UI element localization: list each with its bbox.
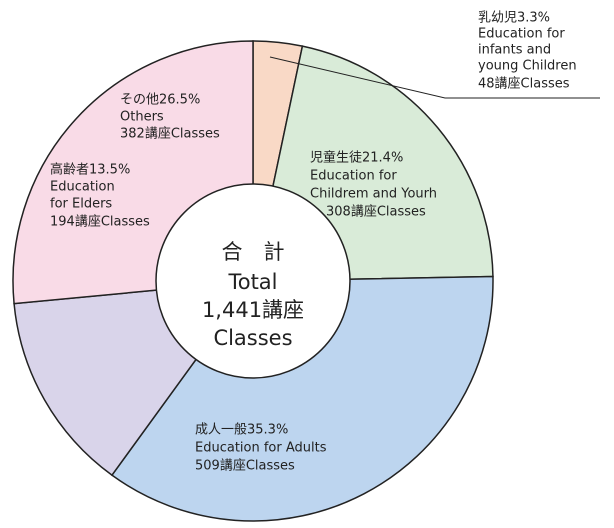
- description: Childrem and Yourh: [310, 187, 437, 202]
- count-label: 194講座Classes: [50, 214, 150, 230]
- count-label: 509講座Classes: [195, 458, 295, 474]
- value-label: 高齢者13.5%: [50, 162, 130, 178]
- wedge: [110, 275, 494, 522]
- description: Education for: [478, 27, 565, 42]
- center-label: Total: [227, 270, 277, 294]
- count-label: 48講座Classes: [478, 76, 570, 92]
- center-label: 合 計: [222, 240, 285, 264]
- description: Education: [50, 180, 115, 195]
- leader-line: [269, 56, 600, 99]
- value-label: 乳幼児3.3%: [478, 11, 550, 26]
- description: Education for: [310, 169, 397, 184]
- description: Others: [120, 110, 164, 125]
- donut-hole: [155, 183, 351, 379]
- center-label: 1,441講座: [202, 298, 304, 322]
- value-label: 児童生徒21.4%: [310, 150, 403, 166]
- count-label: 308講座Classes: [326, 204, 426, 220]
- description: Education for Adults: [195, 441, 327, 456]
- count-label: 382講座Classes: [120, 126, 220, 142]
- description: young Children: [478, 59, 577, 74]
- value-label: その他26.5%: [120, 93, 200, 108]
- description: for Elders: [50, 197, 112, 212]
- description: infants and: [478, 43, 551, 58]
- value-label: 成人一般35.3%: [195, 422, 288, 438]
- center-label: Classes: [213, 326, 292, 350]
